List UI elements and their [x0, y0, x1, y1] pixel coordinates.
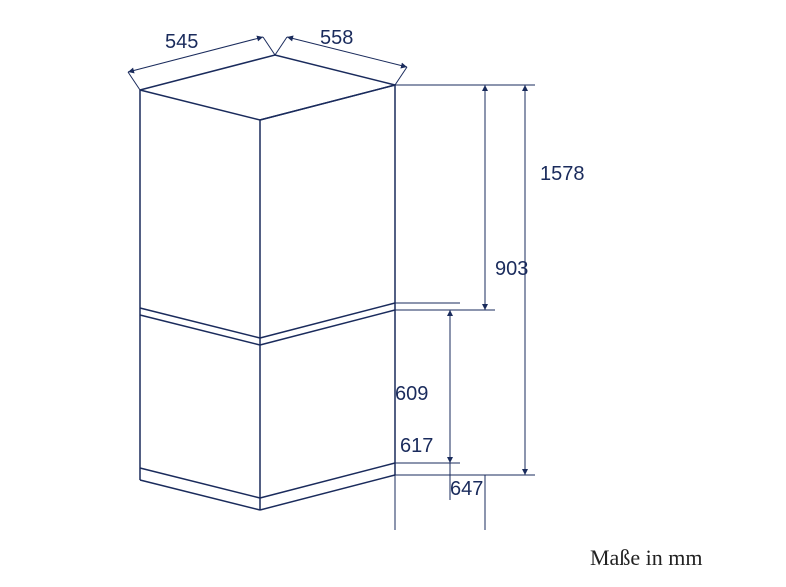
dimension-drawing: 545 558 1578 903 609 617 647	[0, 0, 786, 587]
dim-upper-height: 903	[495, 258, 528, 280]
dim-mid-level: 617	[400, 435, 433, 457]
dim-width: 558	[320, 27, 353, 49]
dim-depth: 545	[165, 31, 198, 53]
dim-base-level: 647	[450, 478, 483, 500]
dim-lower-height: 609	[395, 383, 428, 405]
caption-text: Maße in mm	[590, 545, 702, 571]
dim-total-height: 1578	[540, 163, 585, 185]
